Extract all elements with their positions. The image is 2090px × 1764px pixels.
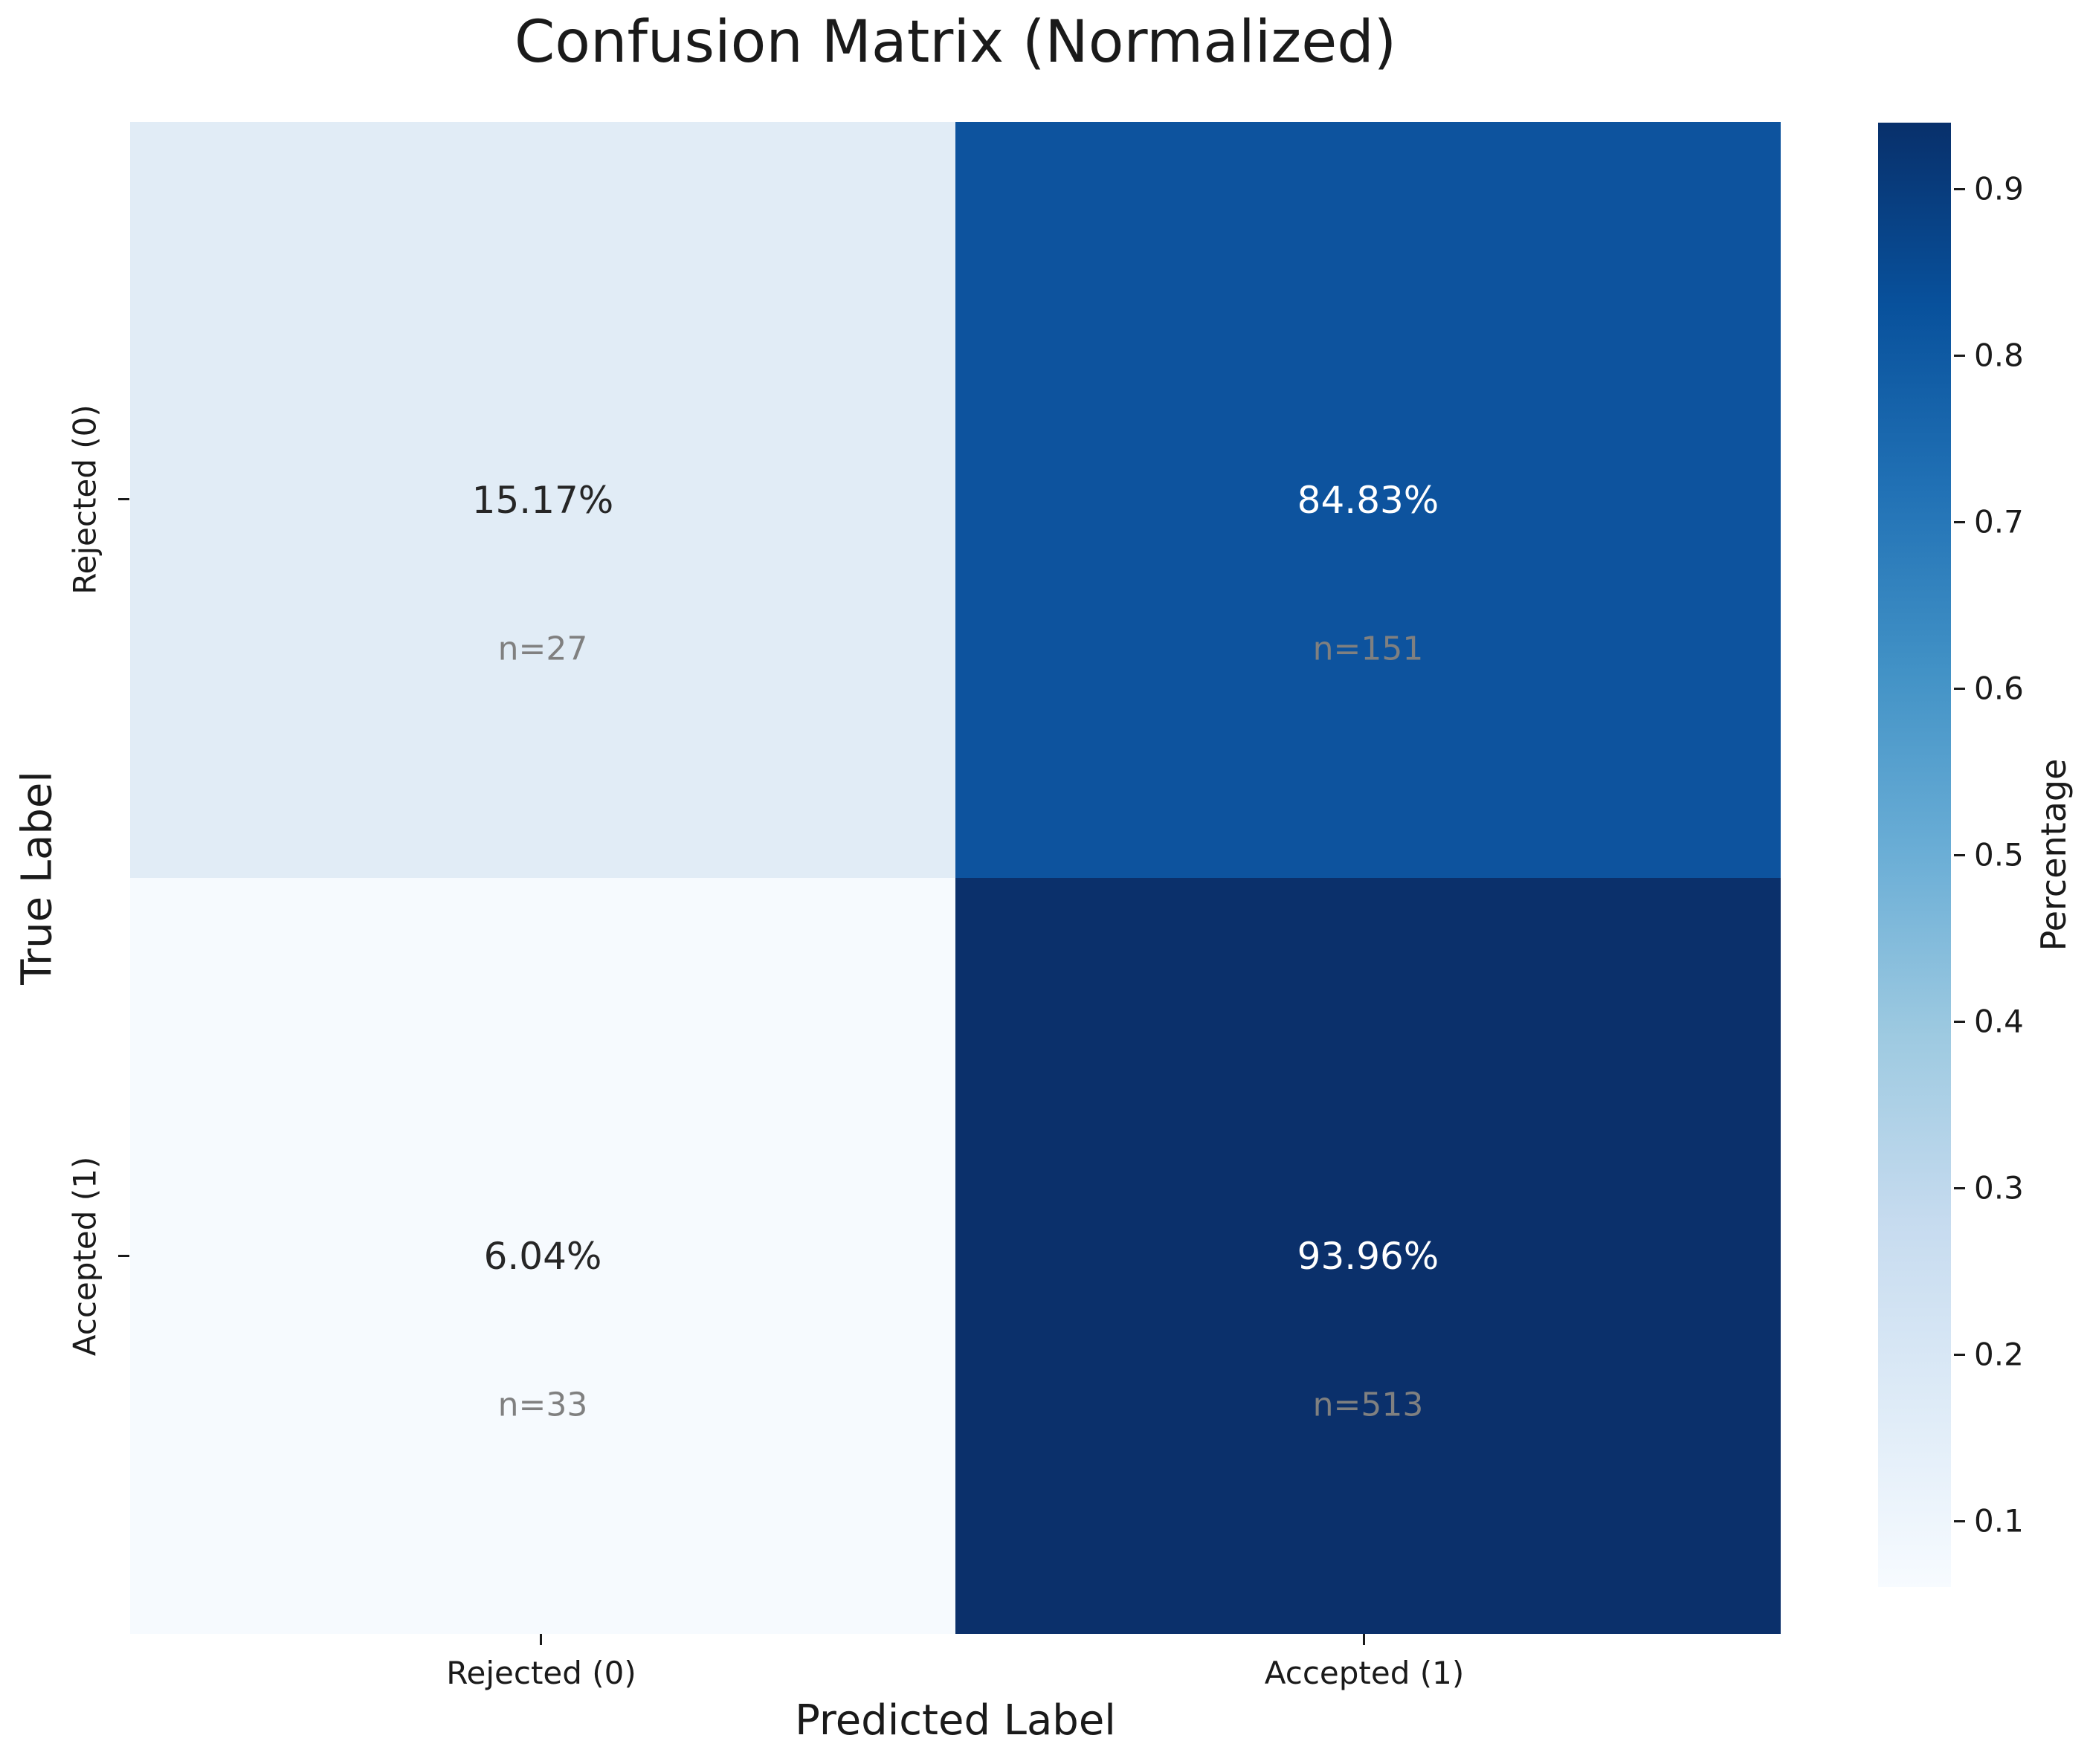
cell-percentage: 93.96% [1297,1234,1439,1278]
colorbar-tick-label: 0.6 [1974,670,2024,707]
colorbar-tick-mark [1954,688,1965,690]
y-tick-label-accepted: Accepted (1) [66,1156,103,1357]
heatmap-cell-true-accepted-pred-accepted: 93.96% n=513 [955,878,1781,1634]
cell-count: n=33 [497,1386,588,1424]
colorbar-tick-mark [1954,520,1965,523]
heatmap-cell-true-rejected-pred-rejected: 15.17% n=27 [130,122,955,878]
colorbar-tick-mark [1954,854,1965,856]
colorbar-tick-mark [1954,187,1965,190]
y-axis-title: True Label [13,771,62,985]
y-tick-mark [118,1255,129,1257]
colorbar-tick-label: 0.7 [1974,503,2024,540]
cell-count: n=151 [1312,630,1424,668]
colorbar-tick-mark [1954,354,1965,357]
colorbar-tick-mark [1954,1520,1965,1523]
colorbar-tick-label: 0.5 [1974,836,2024,873]
colorbar-tick-label: 0.2 [1974,1336,2024,1373]
x-tick-mark [540,1634,542,1645]
colorbar-tick-mark [1954,1020,1965,1023]
heatmap-cell-true-rejected-pred-accepted: 84.83% n=151 [955,122,1781,878]
cell-percentage: 15.17% [471,478,614,522]
x-axis-title: Predicted Label [795,1696,1116,1745]
colorbar-tick-label: 0.1 [1974,1502,2024,1540]
heatmap-cell-true-accepted-pred-rejected: 6.04% n=33 [130,878,955,1634]
y-tick-mark [118,498,129,500]
cell-percentage: 84.83% [1297,478,1439,522]
heatmap: 15.17% n=27 84.83% n=151 6.04% n=33 93.9… [130,122,1781,1634]
colorbar: 0.9 0.8 0.7 0.6 0.5 0.4 0.3 0.2 [1878,123,2024,1587]
colorbar-tick-label: 0.4 [1974,1003,2024,1040]
x-tick-label-rejected: Rejected (0) [446,1655,636,1691]
colorbar-tick-label: 0.9 [1974,170,2024,207]
colorbar-tick-label: 0.3 [1974,1169,2024,1206]
cell-percentage: 6.04% [483,1234,602,1278]
colorbar-tick-mark [1954,1187,1965,1190]
colorbar-tick-label: 0.8 [1974,337,2024,374]
colorbar-tick-mark [1954,1354,1965,1357]
x-tick-mark [1363,1634,1365,1645]
y-tick-label-rejected: Rejected (0) [66,404,103,595]
x-tick-label-accepted: Accepted (1) [1264,1655,1465,1691]
cell-count: n=513 [1312,1386,1424,1424]
cell-count: n=27 [497,630,588,668]
chart-title: Confusion Matrix (Normalized) [514,9,1397,76]
colorbar-axis-title: Percentage [2033,758,2074,952]
